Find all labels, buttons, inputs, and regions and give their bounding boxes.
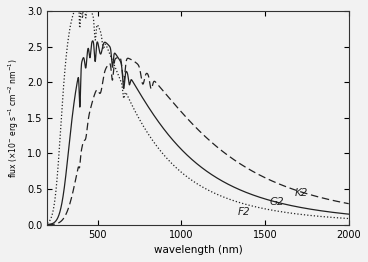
X-axis label: wavelength (nm): wavelength (nm) xyxy=(153,245,243,255)
Y-axis label: flux ($\times 10^{-}$ erg s$^{-1}$ cm$^{-2}$ nm$^{-1}$): flux ($\times 10^{-}$ erg s$^{-1}$ cm$^{… xyxy=(7,58,21,178)
Text: G2: G2 xyxy=(270,197,284,208)
Text: K2: K2 xyxy=(295,188,308,198)
Text: F2: F2 xyxy=(238,207,251,217)
